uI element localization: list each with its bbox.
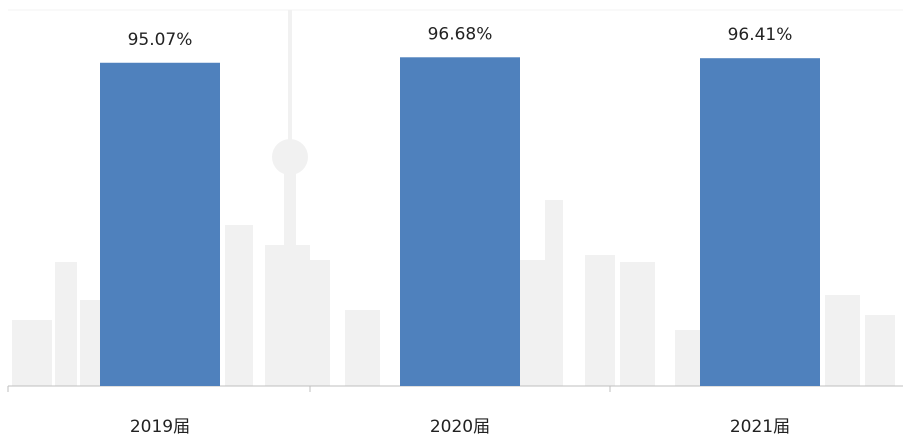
bar bbox=[100, 62, 220, 387]
bar bbox=[700, 58, 820, 387]
x-tick-label: 2019届 bbox=[130, 417, 190, 437]
value-label: 96.68% bbox=[428, 24, 493, 44]
axis bbox=[7, 385, 903, 392]
bar bbox=[400, 57, 520, 387]
skyline-background bbox=[8, 9, 903, 386]
value-label: 96.41% bbox=[728, 25, 793, 45]
value-label: 95.07% bbox=[128, 30, 193, 50]
x-tick-label: 2020届 bbox=[430, 417, 490, 437]
x-tick-label: 2021届 bbox=[730, 417, 790, 437]
